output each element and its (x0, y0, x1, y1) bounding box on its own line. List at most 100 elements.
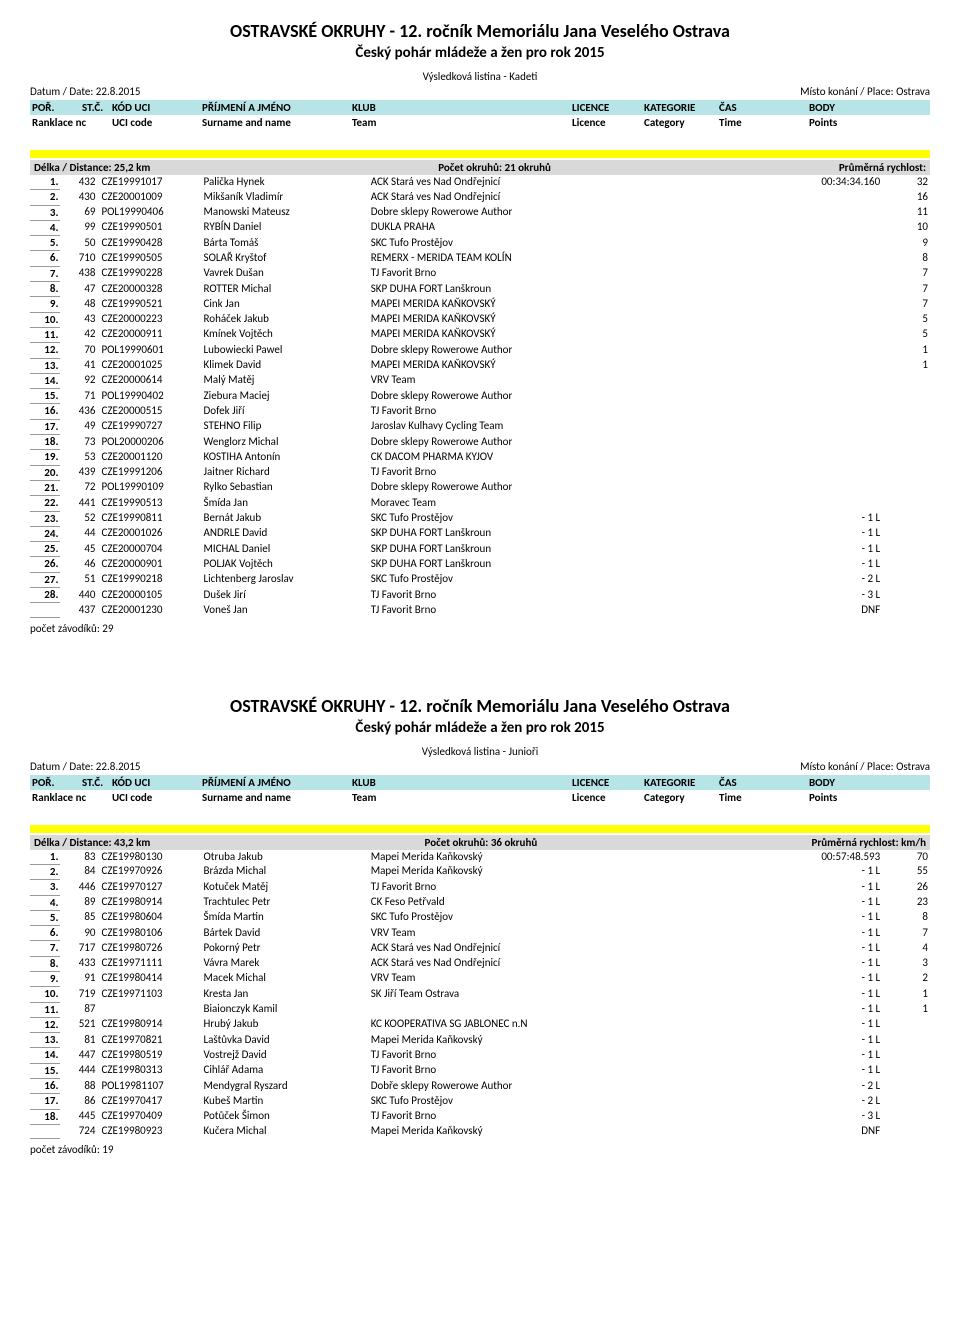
name-cell: Ziebura Maciej (202, 389, 369, 404)
bib-cell: 439 (60, 465, 99, 480)
name-cell: Bárta Tomáš (202, 236, 369, 251)
licence-cell (612, 266, 695, 281)
racer-count: počet závodíků: 19 (30, 1143, 930, 1156)
points-cell: 55 (882, 864, 930, 879)
time-cell (780, 404, 882, 419)
category-cell (694, 864, 780, 879)
points-cell: 7 (882, 266, 930, 281)
name-cell: Vavrek Dušan (202, 266, 369, 281)
date-label: Datum / Date: 22.8.2015 (30, 85, 140, 98)
category-cell (694, 1002, 780, 1017)
bib-cell: 724 (60, 1124, 99, 1138)
bib-cell: 70 (60, 343, 99, 358)
name-cell: Brázda Michal (202, 864, 369, 879)
table-row: 1.432CZE19991017Palička HynekACK Stará v… (30, 175, 930, 190)
uci-cell: CZE20001025 (99, 358, 201, 373)
points-cell (882, 526, 930, 541)
team-cell: Dobre sklepy Rowerowe Author (369, 480, 612, 495)
points-cell: 7 (882, 926, 930, 941)
category-cell (694, 480, 780, 495)
category-cell (694, 971, 780, 986)
team-cell: Dobre sklepy Rowerowe Author (369, 205, 612, 220)
hdr2-prijmeni: Surname and name (202, 791, 352, 804)
table-row: 6.710CZE19990505SOLAŘ KryštofREMERX - ME… (30, 251, 930, 266)
table-row: 23.52CZE19990811Bernát JakubSKC Tufo Pro… (30, 511, 930, 526)
hdr-body: BODY (809, 776, 869, 789)
table-row: 13.81CZE19970821Laštůvka DavidMapei Meri… (30, 1033, 930, 1048)
place-label: Místo konání / Place: Ostrava (800, 85, 930, 98)
points-cell (882, 1063, 930, 1078)
team-cell: MAPEI MERIDA KAŇKOVSKÝ (369, 327, 612, 342)
uci-cell: CZE20000105 (99, 588, 201, 603)
bib-cell: 717 (60, 941, 99, 956)
time-cell: - 1 L (780, 1063, 882, 1078)
time-cell: - 1 L (780, 910, 882, 925)
licence-cell (612, 1033, 695, 1048)
rank-cell: 13. (30, 358, 60, 373)
time-cell (780, 205, 882, 220)
points-cell: 16 (882, 190, 930, 205)
time-cell (780, 373, 882, 388)
category-cell (694, 572, 780, 587)
time-cell: - 1 L (780, 542, 882, 557)
table-row: 18.73POL20000206Wenglorz MichalDobre skl… (30, 435, 930, 450)
team-cell: SKC Tufo Prostějov (369, 236, 612, 251)
category-cell (694, 850, 780, 865)
listing-label: Výsledková listina - Kadeti (30, 70, 930, 83)
rank-cell: 14. (30, 1048, 60, 1063)
hdr2-body: Points (809, 791, 869, 804)
team-cell: ACK Stará ves Nad Ondřejnicí (369, 175, 612, 190)
laps-label: Počet okruhů: 21 okruhů (438, 161, 551, 174)
team-cell: SKP DUHA FORT Lanškroun (369, 526, 612, 541)
team-cell: Mapei Merida Kaňkovský (369, 1033, 612, 1048)
table-row: 4.99CZE19990501RYBÍN DanielDUKLA PRAHA10 (30, 220, 930, 235)
uci-cell: CZE19990521 (99, 297, 201, 312)
team-cell: TJ Favorit Brno (369, 1063, 612, 1078)
time-cell (780, 435, 882, 450)
licence-cell (612, 850, 695, 865)
licence-cell (612, 1094, 695, 1109)
table-row: 6.90CZE19980106Bártek DavidVRV Team- 1 L… (30, 926, 930, 941)
team-cell: TJ Favorit Brno (369, 1109, 612, 1124)
licence-cell (612, 297, 695, 312)
bib-cell: 444 (60, 1063, 99, 1078)
time-cell (780, 327, 882, 342)
rank-cell: 5. (30, 236, 60, 251)
category-cell (694, 1017, 780, 1032)
event-section-1: OSTRAVSKÉ OKRUHY - 12. ročník Memoriálu … (30, 20, 930, 635)
time-cell: - 1 L (780, 1048, 882, 1063)
licence-cell (612, 190, 695, 205)
licence-cell (612, 864, 695, 879)
bib-cell: 719 (60, 987, 99, 1002)
rank-cell: 23. (30, 511, 60, 526)
hdr2-kat: Category (644, 116, 719, 129)
column-header-row-1: POŘ. ST.Č. KÓD UCI PŘÍJMENÍ A JMÉNO KLUB… (30, 100, 930, 115)
uci-cell: CZE19970409 (99, 1109, 201, 1124)
licence-cell (612, 1109, 695, 1124)
rank-cell: 20. (30, 465, 60, 480)
category-cell (694, 956, 780, 971)
speed-label: Průměrná rychlost: (839, 161, 926, 174)
time-cell: - 2 L (780, 1094, 882, 1109)
uci-cell: CZE20001009 (99, 190, 201, 205)
hdr-klub: KLUB (352, 776, 572, 789)
time-cell (780, 419, 882, 434)
rank-cell: 22. (30, 496, 60, 511)
category-cell (694, 175, 780, 190)
name-cell: Šmída Martin (202, 910, 369, 925)
hdr2-lic: Licence (572, 116, 644, 129)
category-cell (694, 1124, 780, 1138)
name-cell: Dofek Jiří (202, 404, 369, 419)
time-cell: - 1 L (780, 1002, 882, 1017)
table-row: 11.42CZE20000911Kmínek VojtěchMAPEI MERI… (30, 327, 930, 342)
hdr2-prijmeni: Surname and name (202, 116, 352, 129)
category-cell (694, 926, 780, 941)
time-cell (780, 496, 882, 511)
time-cell: DNF (780, 603, 882, 617)
table-row: 437CZE20001230Voneš JanTJ Favorit BrnoDN… (30, 603, 930, 617)
time-cell (780, 312, 882, 327)
hdr-kat: KATEGORIE (644, 776, 719, 789)
bib-cell: 85 (60, 910, 99, 925)
table-row: 12.521CZE19980914Hrubý JakubKC KOOPERATI… (30, 1017, 930, 1032)
hdr-prijmeni: PŘÍJMENÍ A JMÉNO (202, 776, 352, 789)
